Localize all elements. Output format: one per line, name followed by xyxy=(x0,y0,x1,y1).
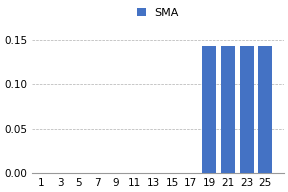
Legend: SMA: SMA xyxy=(132,3,183,22)
Bar xyxy=(202,46,216,173)
Bar xyxy=(240,46,253,173)
Bar xyxy=(221,46,235,173)
Bar xyxy=(258,46,272,173)
